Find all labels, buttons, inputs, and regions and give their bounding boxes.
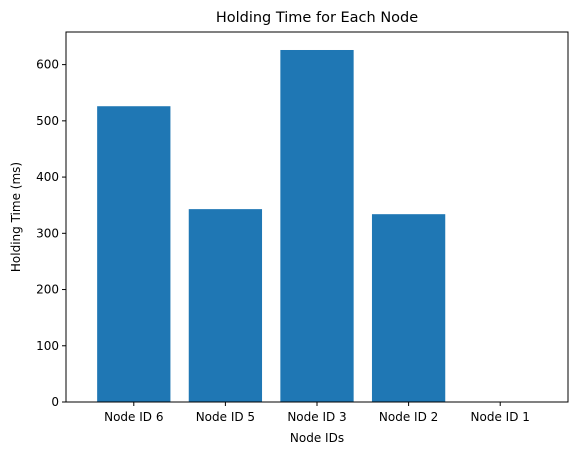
bar [372,214,445,402]
bar [189,209,262,402]
x-axis-label: Node IDs [290,431,344,445]
x-tick-label: Node ID 3 [287,410,346,424]
y-axis-label: Holding Time (ms) [9,162,23,272]
bar [97,106,170,402]
x-tick-label: Node ID 1 [471,410,530,424]
y-tick-label: 0 [51,395,59,409]
bar [280,50,353,402]
y-tick-label: 500 [36,114,59,128]
chart-title: Holding Time for Each Node [216,10,418,26]
y-tick-label: 200 [36,283,59,297]
x-tick-label: Node ID 6 [104,410,163,424]
y-tick-label: 400 [36,170,59,184]
x-tick-label: Node ID 5 [196,410,255,424]
plot-area: 0 100 200 300 400 500 600 Node ID 6 Node ID 5 Nod… [36,32,568,424]
y-tick-label: 300 [36,226,59,240]
y-tick-label: 100 [36,339,59,353]
y-tick-label: 600 [36,58,59,72]
x-tick-label: Node ID 2 [379,410,438,424]
